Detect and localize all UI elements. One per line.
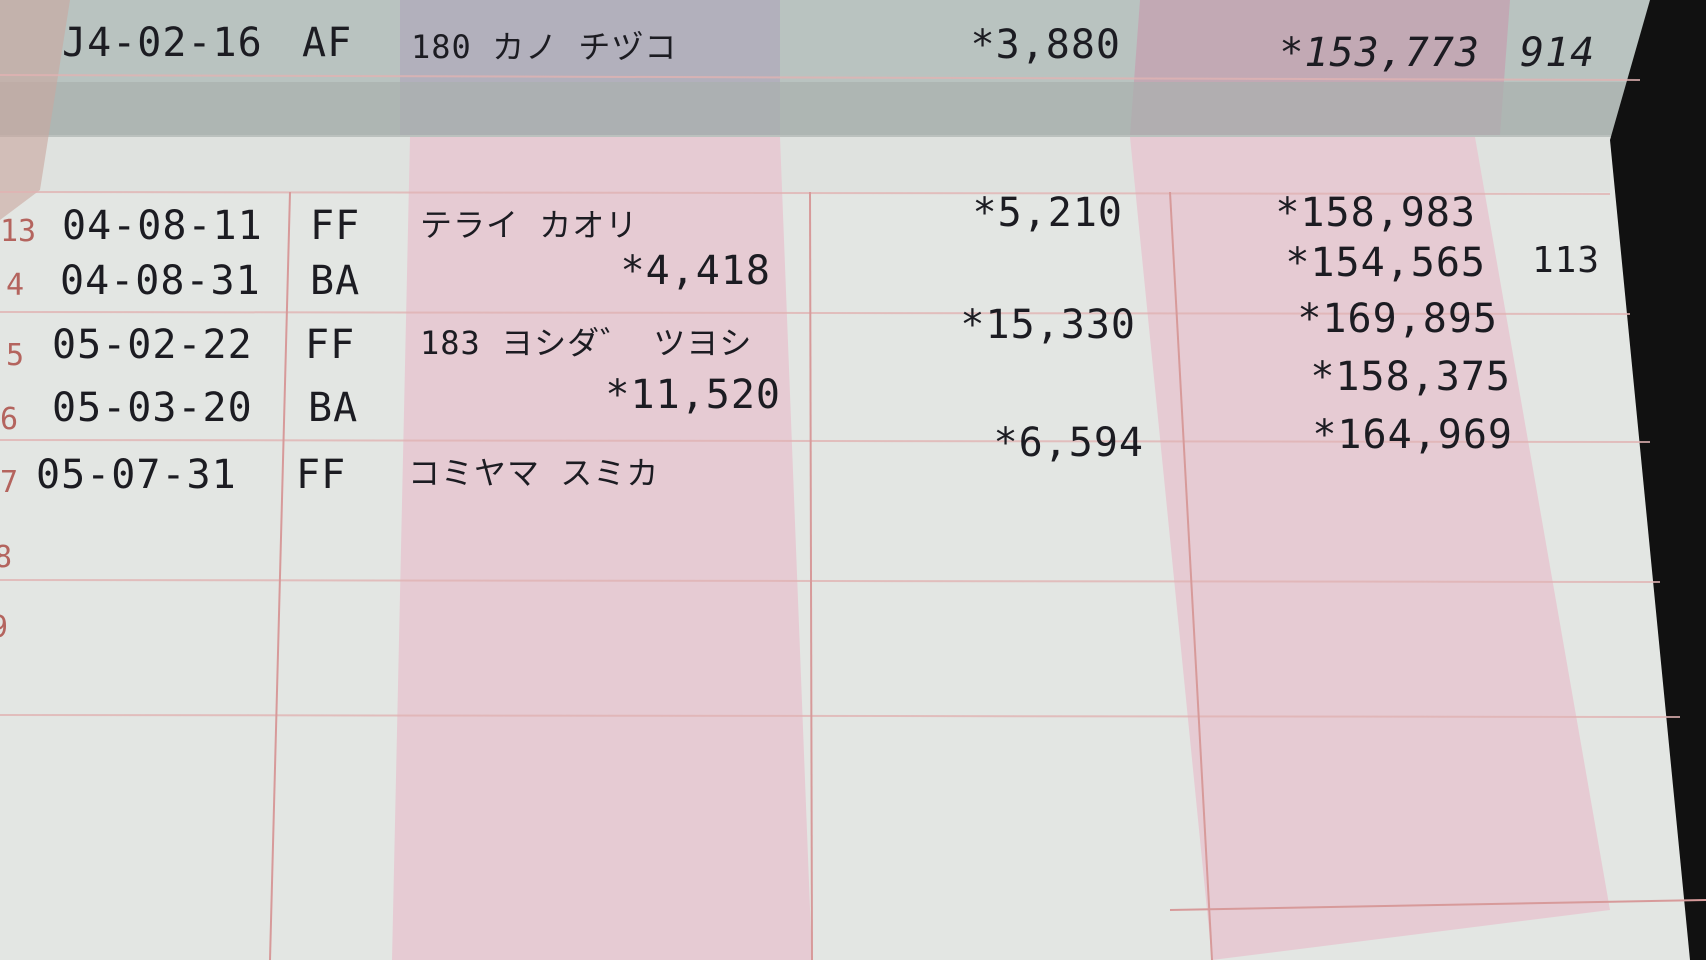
- deposit-amount: *6,594: [993, 420, 1144, 466]
- balance: *169,895: [1297, 296, 1498, 342]
- branch-number: 914: [1520, 30, 1596, 76]
- transaction-code: BA: [308, 385, 359, 431]
- date: 05-03-20: [52, 385, 253, 431]
- date: 04-08-11: [62, 203, 263, 249]
- branch-number: 113: [1532, 240, 1601, 281]
- date: 05-02-22: [52, 322, 253, 368]
- balance: *158,983: [1275, 190, 1476, 236]
- row-number: 9: [0, 610, 8, 645]
- transaction-code: BA: [310, 258, 361, 304]
- row-number: 6: [0, 402, 19, 437]
- deposit-amount: *15,330: [960, 302, 1136, 348]
- row-number: 13: [0, 214, 37, 249]
- transaction-code: FF: [296, 452, 347, 498]
- description: コミヤマ スミカ: [408, 454, 660, 492]
- withdrawal-amount: *4,418: [620, 248, 771, 294]
- transaction-code: AF: [302, 20, 353, 66]
- deposit-amount: *3,880: [970, 22, 1121, 68]
- transaction-code: FF: [310, 203, 361, 249]
- description: 183 ヨシダ゛ ツヨシ: [420, 324, 753, 362]
- balance: *164,969: [1312, 412, 1513, 458]
- transaction-code: FF: [305, 322, 356, 368]
- row-number: 8: [0, 540, 13, 575]
- row-number: 4: [6, 268, 25, 303]
- date: J4-02-16: [62, 20, 263, 66]
- balance: *154,565: [1285, 240, 1486, 286]
- date: 04-08-31: [60, 258, 261, 304]
- date: 05-07-31: [36, 452, 237, 498]
- balance: *158,375: [1310, 354, 1511, 400]
- withdrawal-amount: *11,520: [605, 372, 781, 418]
- description: テライ カオリ: [420, 206, 639, 244]
- row-number: 7: [0, 465, 19, 500]
- deposit-amount: *5,210: [972, 190, 1123, 236]
- balance: *153,773: [1279, 30, 1480, 76]
- description: 180 カノ チヅコ: [411, 28, 678, 66]
- row-number: 5: [6, 338, 25, 373]
